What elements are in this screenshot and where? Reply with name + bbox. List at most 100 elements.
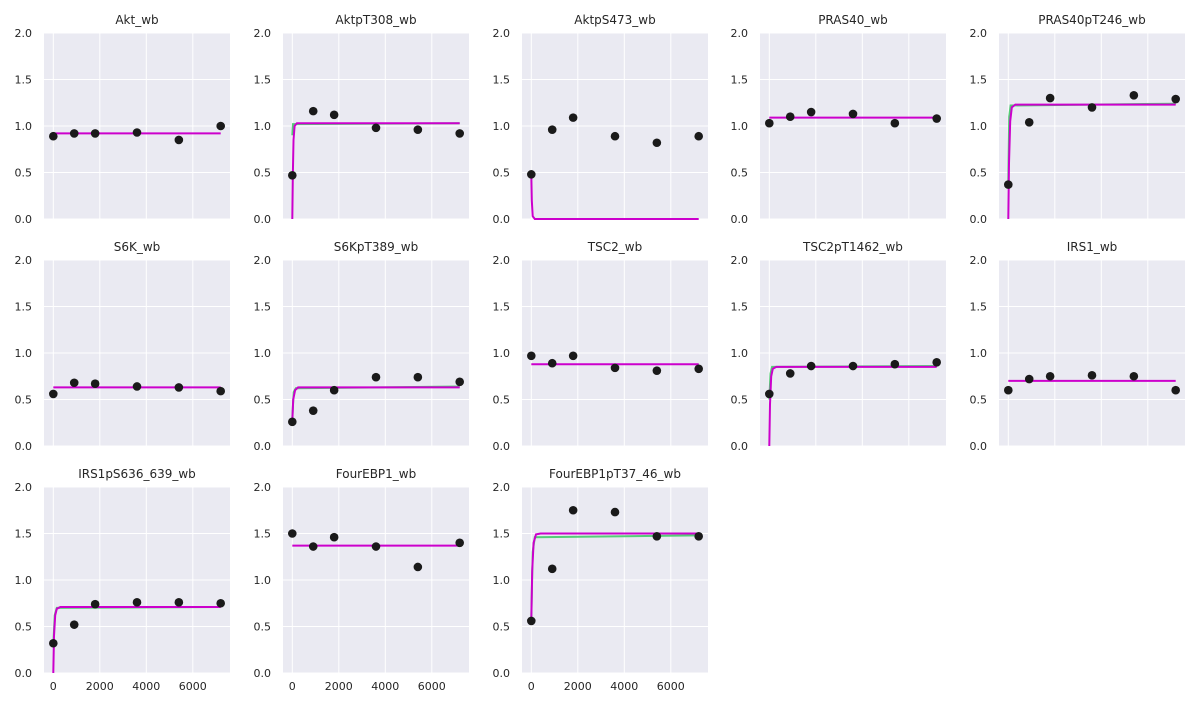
data-point [547,125,557,135]
subplot-title: TSC2pT1462_wb [802,240,903,254]
data-point [806,361,816,371]
y-tick-label: 1.0 [15,574,33,587]
data-point [413,125,423,135]
data-point [932,358,941,367]
data-point [132,598,142,607]
data-point [652,138,662,148]
subplot-11: 0.0 0.5 1.0 1.5 2.0 0 2000 4000 6000 FourEBP1_wb [254,467,469,693]
y-tick-label: 0.0 [254,667,272,680]
y-tick-label: 2.0 [15,481,33,494]
data-point [90,599,100,609]
data-point [132,128,142,137]
data-point [890,359,900,369]
y-tick-label: 0.5 [254,621,272,634]
y-tick-label: 0.0 [731,213,749,226]
subplot-10: 0.0 0.5 1.0 1.5 2.0 0 2000 4000 6000 IRS1pS636_63… [15,467,230,693]
data-point [568,351,578,361]
data-point [694,531,703,541]
y-tick-label: 0.5 [15,167,33,180]
data-point [848,361,858,371]
y-tick-label: 1.5 [254,528,272,541]
data-point [49,389,58,399]
data-point [216,598,225,608]
x-tick-label: 2000 [564,680,592,693]
y-tick-label: 2.0 [731,27,749,40]
y-tick-label: 1.0 [254,574,272,587]
data-point [806,107,816,117]
data-point [90,129,100,138]
data-point [308,542,318,551]
y-tick-label: 1.5 [493,528,511,541]
y-tick-label: 1.0 [493,347,511,360]
subplot-2: 0.0 0.5 1.0 1.5 2.0 AktpS473_wb [493,13,708,226]
subplot-title: FourEBP1_wb [336,467,416,481]
data-point [652,531,662,541]
data-point [371,372,381,382]
y-tick-label: 0.5 [493,167,511,180]
subplot-title: AktpT308_wb [335,13,416,27]
y-tick-label: 1.0 [731,120,749,133]
data-point [1004,180,1013,189]
subplot-1: 0.0 0.5 1.0 1.5 2.0 AktpT308_wb [254,13,469,226]
subplot-title: S6K_wb [114,240,161,254]
y-tick-label: 2.0 [254,27,272,40]
data-point [547,564,557,574]
y-tick-label: 1.5 [970,74,988,87]
data-point [455,129,465,138]
data-point [652,366,662,375]
y-tick-label: 0.0 [254,213,272,226]
data-point [413,562,423,572]
fit-line [530,532,699,621]
subplot-title: Akt_wb [115,13,158,27]
subplot-5: 0.0 0.5 1.0 1.5 2.0 S6K_wb [15,240,230,453]
x-tick-label: 4000 [371,680,399,693]
data-point [1129,371,1139,381]
data-point [1045,93,1055,103]
data-point [49,131,58,141]
data-point [568,505,578,515]
y-tick-label: 2.0 [254,481,272,494]
y-tick-label: 1.5 [15,74,33,87]
data-point [527,170,536,179]
subplot-title: PRAS40pT246_wb [1038,13,1145,27]
data-point [610,363,620,373]
x-tick-label: 0 [289,680,296,693]
data-point [785,369,795,378]
y-tick-label: 0.5 [15,394,33,407]
y-tick-label: 0.5 [970,394,988,407]
y-tick-label: 1.0 [254,347,272,360]
y-tick-label: 1.0 [970,347,988,360]
y-tick-label: 0.5 [493,621,511,634]
y-tick-label: 0.0 [493,667,511,680]
x-tick-label: 6000 [179,680,207,693]
subplot-3: 0.0 0.5 1.0 1.5 2.0 PRAS40_wb [731,13,946,226]
data-point [1024,374,1034,384]
data-point [413,372,423,382]
data-point [69,129,79,138]
y-tick-label: 0.0 [493,213,511,226]
y-tick-label: 2.0 [493,254,511,267]
y-tick-label: 1.5 [15,528,33,541]
data-point [329,385,339,395]
subplot-4: 0.0 0.5 1.0 1.5 2.0 PRAS40pT246_wb [970,13,1185,226]
data-point [90,379,100,388]
subplot-title: S6KpT389_wb [334,240,418,254]
y-tick-label: 0.0 [493,440,511,453]
y-tick-label: 1.0 [493,120,511,133]
y-tick-label: 1.5 [254,74,272,87]
data-point [174,598,184,607]
fit-line [530,175,699,220]
data-point [610,507,620,517]
data-point [308,406,318,415]
subplot-8: 0.0 0.5 1.0 1.5 2.0 TSC2pT1462_wb [731,240,946,453]
data-point [694,131,703,141]
data-point [371,123,381,133]
data-point [216,121,225,131]
y-tick-label: 0.5 [254,394,272,407]
y-tick-label: 1.0 [254,120,272,133]
data-point [288,170,297,180]
data-point [765,389,774,399]
x-tick-label: 0 [528,680,535,693]
data-point [785,112,795,121]
